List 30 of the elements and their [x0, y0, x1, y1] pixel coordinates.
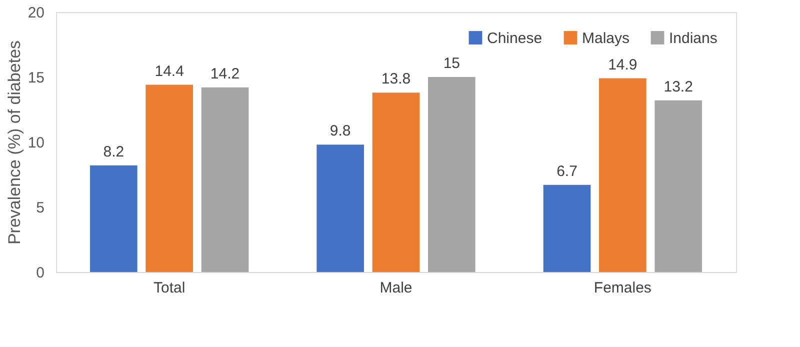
- bar: [599, 78, 646, 272]
- data-label: 15: [443, 55, 460, 72]
- legend-label: Indians: [669, 30, 718, 47]
- bar: [372, 92, 420, 272]
- data-label: 6.7: [556, 162, 578, 180]
- y-axis-title: Prevalence (%) of diabetes: [4, 40, 24, 245]
- y-tick-label: 0: [36, 264, 44, 282]
- bar: [428, 77, 476, 272]
- data-label: 9.8: [330, 122, 351, 140]
- data-label: 14.9: [608, 56, 638, 74]
- bar: [543, 184, 591, 272]
- bar: [201, 87, 249, 272]
- bar: [316, 144, 364, 272]
- legend-label: Malays: [582, 30, 630, 47]
- legend-label: Chinese: [487, 30, 542, 47]
- y-tick-label: 20: [28, 4, 44, 22]
- data-label: 14.2: [210, 65, 240, 82]
- x-tick-label: Total: [153, 280, 186, 296]
- y-tick-label: 15: [28, 70, 44, 86]
- data-label: 14.4: [154, 62, 184, 80]
- y-tick-label: 5: [36, 200, 44, 216]
- x-tick-label: Females: [594, 280, 652, 296]
- data-label: 13.8: [381, 70, 411, 88]
- y-tick-label: 10: [28, 134, 44, 152]
- data-label: 13.2: [664, 78, 693, 96]
- bar: [654, 100, 702, 272]
- bar: [146, 84, 193, 272]
- bar: [90, 165, 138, 272]
- data-label: 8.2: [103, 143, 124, 160]
- x-tick-label: Male: [380, 280, 412, 296]
